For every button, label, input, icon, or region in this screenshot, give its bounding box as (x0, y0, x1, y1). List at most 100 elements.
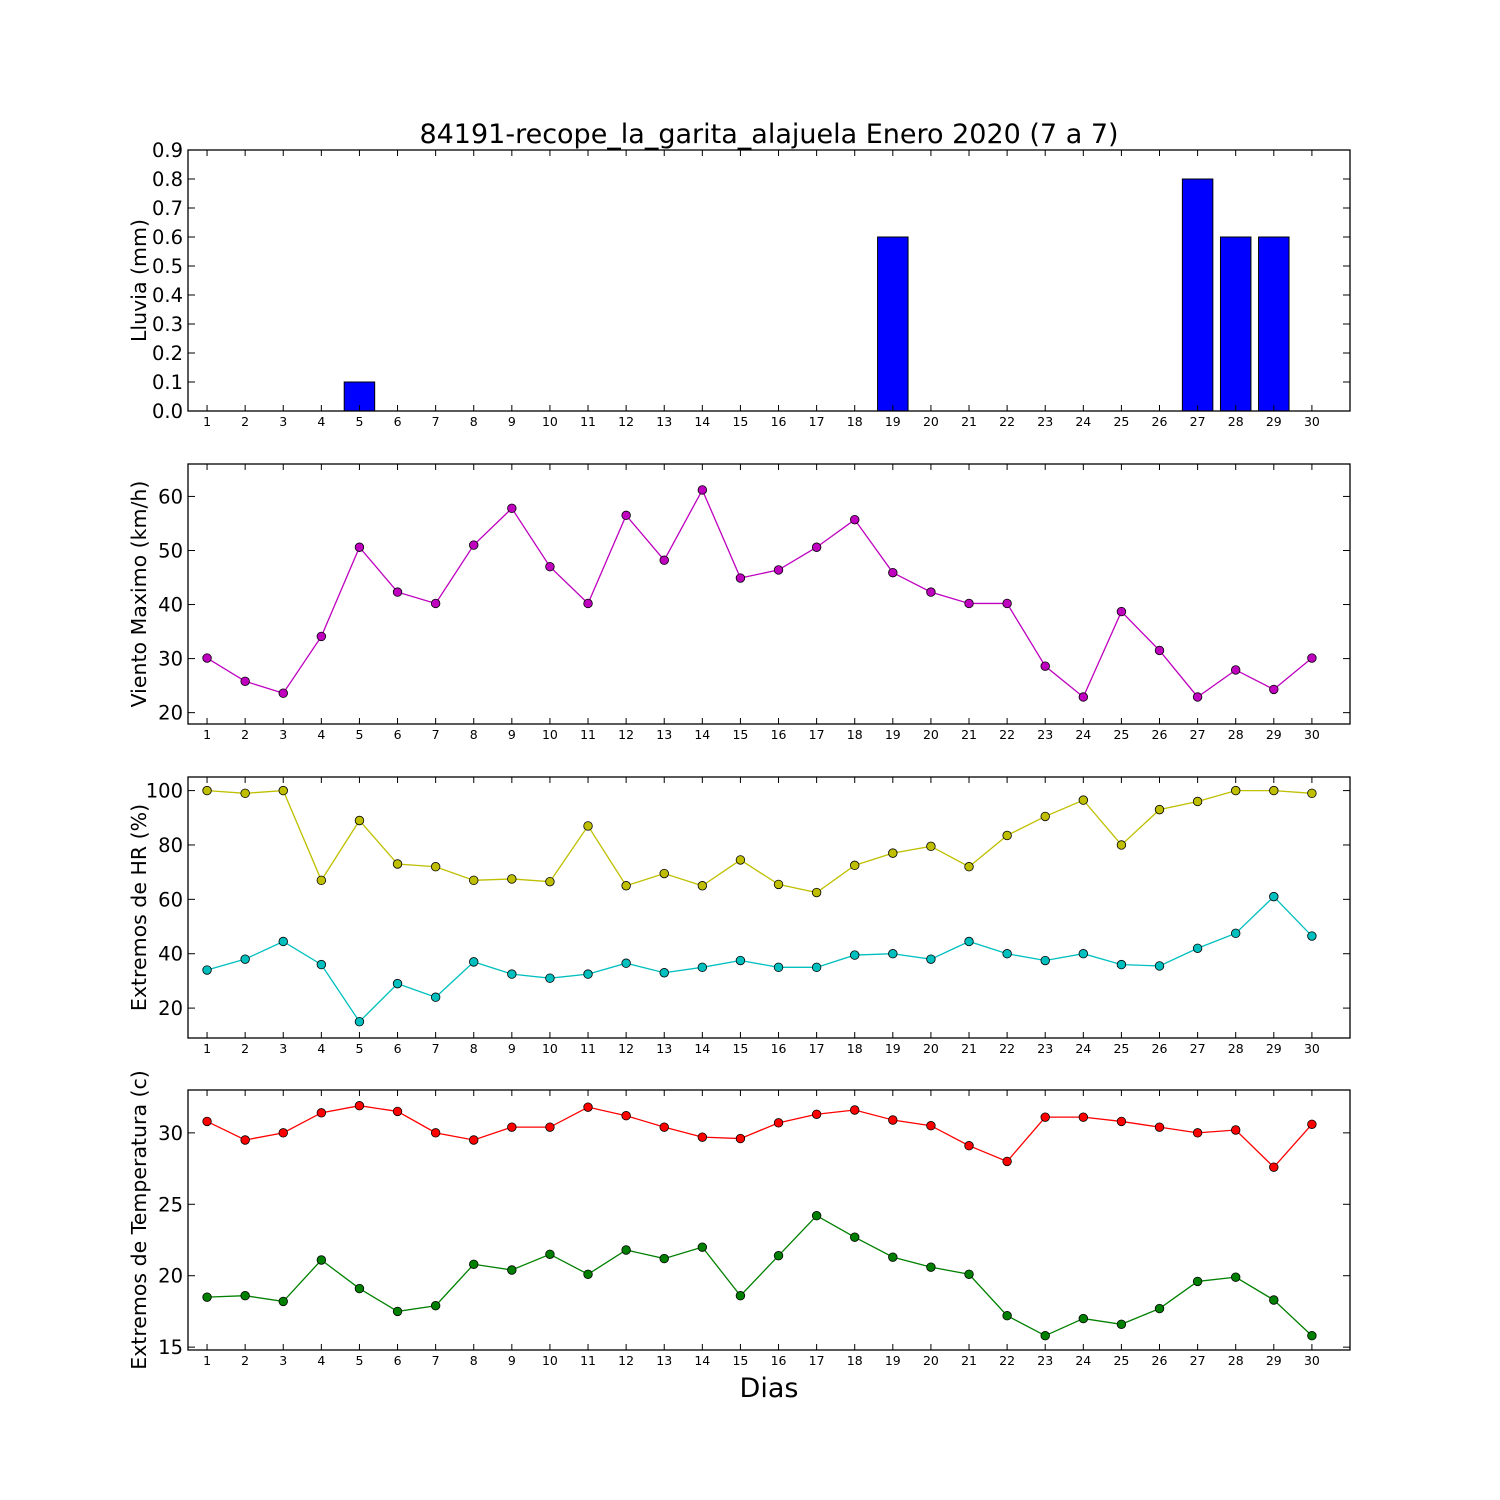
x-tick-label: 27 (1190, 1353, 1206, 1368)
series-line-1 (206, 488, 1313, 699)
x-tick-label: 13 (656, 414, 672, 429)
x-tick-label: 3 (279, 727, 287, 742)
series-1-point-day-2 (240, 788, 250, 799)
series-line-1 (206, 1105, 1313, 1169)
x-tick-label: 28 (1228, 414, 1244, 429)
series-2-point-day-27 (1192, 943, 1203, 953)
series-line-1 (207, 789, 1312, 894)
series-2-point-day-19 (888, 1252, 898, 1262)
y-tick-label: 0.7 (152, 197, 183, 220)
series-2-point-day-28 (1231, 928, 1241, 939)
x-tick-label: 25 (1113, 1041, 1129, 1056)
series-2-point-day-27 (1192, 1276, 1203, 1287)
x-tick-label: 8 (470, 1353, 478, 1368)
y-tick-label: 60 (158, 888, 183, 911)
y-tick-label: 30 (158, 1122, 183, 1145)
x-tick-label: 28 (1228, 727, 1244, 742)
series-1-point-day-19 (888, 567, 898, 578)
x-tick-label: 25 (1113, 414, 1129, 429)
series-1-point-day-18 (850, 860, 860, 871)
series-1-point-day-6 (392, 1106, 403, 1117)
x-tick-label: 27 (1190, 1041, 1206, 1056)
series-1-point-day-21 (964, 1141, 974, 1151)
y-axis-label: Extremos de HR (%) (127, 804, 151, 1011)
x-tick-label: 1 (203, 1353, 211, 1368)
series-1-point-day-26 (1154, 1122, 1165, 1132)
series-1-point-day-9 (507, 874, 517, 884)
series-1-point-day-30 (1307, 788, 1317, 799)
x-tick-label: 3 (279, 414, 287, 429)
series-1-point-day-23 (1040, 1112, 1050, 1122)
series-1-point-day-17 (811, 1109, 822, 1119)
x-tick-label: 15 (732, 727, 748, 742)
series-1-point-day-17 (811, 542, 822, 552)
x-tick-label: 9 (508, 1353, 516, 1368)
x-tick-label: 16 (771, 727, 787, 742)
x-tick-label: 10 (542, 1353, 558, 1368)
series-1-point-day-11 (583, 1102, 593, 1112)
x-tick-label: 14 (694, 414, 710, 429)
series-1-point-day-4 (316, 875, 327, 886)
series-1-point-day-11 (583, 598, 593, 609)
x-tick-label: 11 (580, 727, 596, 742)
series-2-point-day-13 (659, 1253, 669, 1264)
series-2-point-day-28 (1231, 1272, 1241, 1282)
series-2-point-day-22 (1002, 949, 1012, 959)
series-1-point-day-12 (621, 881, 631, 891)
y-axis-label: Lluvia (mm) (127, 219, 151, 342)
series-2-point-day-12 (621, 958, 631, 968)
series-2-point-day-14 (697, 962, 708, 973)
x-tick-label: 15 (732, 414, 748, 429)
series-2-point-day-29 (1269, 1295, 1279, 1305)
series-1-point-day-27 (1192, 796, 1203, 807)
y-tick-label: 80 (158, 834, 183, 857)
x-tick-label: 17 (809, 414, 825, 429)
x-tick-label: 22 (999, 1353, 1015, 1368)
series-1-point-day-13 (659, 1122, 669, 1132)
series-1-point-day-15 (735, 855, 746, 865)
series-2-point-day-6 (392, 978, 403, 989)
series-2-point-day-16 (773, 962, 784, 973)
series-1-point-day-5 (354, 815, 365, 826)
y-tick-label: 20 (158, 1265, 183, 1288)
series-2-point-day-11 (583, 1269, 593, 1279)
series-1-point-day-12 (621, 510, 631, 521)
series-1-point-day-25 (1116, 1116, 1127, 1127)
x-tick-label: 30 (1304, 727, 1320, 742)
series-1-point-day-1 (202, 1116, 212, 1127)
x-tick-label: 30 (1304, 1353, 1320, 1368)
x-tick-label: 7 (432, 414, 440, 429)
x-tick-label: 26 (1152, 1041, 1168, 1056)
chart-title: 84191-recope_la_garita_alajuela Enero 20… (419, 119, 1118, 150)
x-tick-label: 24 (1075, 727, 1091, 742)
x-tick-label: 4 (317, 727, 325, 742)
x-tick-label: 15 (732, 1041, 748, 1056)
series-2-point-day-24 (1078, 1313, 1089, 1324)
series-1-point-day-25 (1116, 606, 1127, 617)
series-1-point-day-19 (888, 1115, 898, 1125)
x-tick-label: 20 (923, 1353, 939, 1368)
x-tick-label: 25 (1113, 727, 1129, 742)
y-tick-label: 0.0 (152, 400, 183, 423)
x-tick-label: 4 (317, 1353, 325, 1368)
x-tick-label: 28 (1228, 1353, 1244, 1368)
x-tick-label: 13 (656, 727, 672, 742)
series-2-point-day-13 (659, 968, 669, 978)
series-1-point-day-13 (659, 555, 669, 565)
x-tick-label: 16 (771, 414, 787, 429)
x-tick-label: 30 (1304, 1041, 1320, 1056)
x-tick-label: 23 (1037, 1353, 1053, 1368)
series-1-point-day-11 (583, 821, 593, 831)
x-tick-label: 4 (317, 414, 325, 429)
series-1-point-day-24 (1078, 795, 1089, 805)
x-tick-label: 19 (885, 414, 901, 429)
bar-day-29 (1258, 236, 1290, 412)
axes-frame (187, 463, 1351, 725)
series-1-point-day-14 (697, 1132, 708, 1142)
x-tick-label: 11 (580, 1353, 596, 1368)
series-2-point-day-17 (811, 962, 822, 973)
series-1-point-day-22 (1002, 1156, 1012, 1167)
x-tick-label: 7 (432, 727, 440, 742)
x-tick-label: 9 (508, 727, 516, 742)
x-tick-label: 8 (470, 414, 478, 429)
